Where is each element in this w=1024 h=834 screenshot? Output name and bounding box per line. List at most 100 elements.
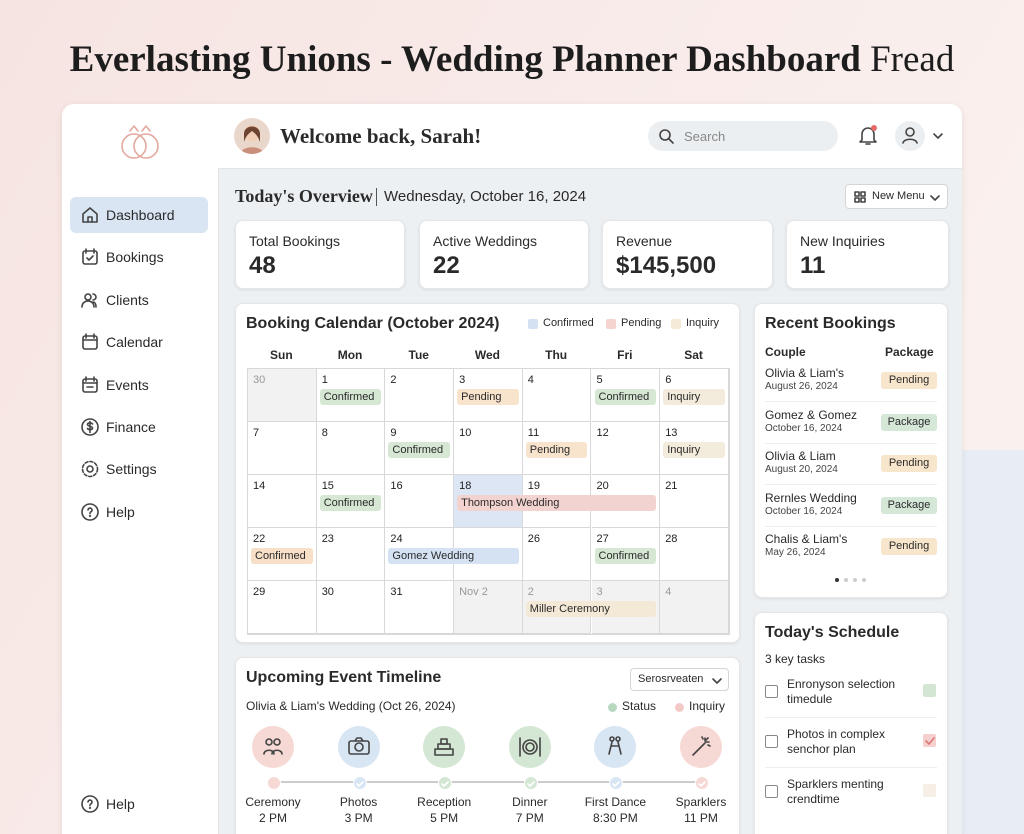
calendar-event[interactable]: Confirmed	[594, 548, 657, 564]
icon-part	[659, 129, 671, 141]
day-number: 2	[390, 374, 397, 386]
column-header: Package	[885, 345, 934, 359]
schedule-subtitle: 3 key tasks	[765, 652, 826, 666]
day-number: 31	[390, 586, 403, 598]
calendar-day[interactable]: 4	[522, 369, 592, 422]
nav-label: Dashboard	[106, 207, 175, 223]
calendar-day[interactable]: 7	[248, 422, 317, 475]
calendar-event[interactable]: Confirmed	[594, 389, 657, 405]
calendar-day[interactable]: 29	[248, 581, 317, 634]
icon-part	[121, 125, 159, 159]
filter-label: Serosrveaten	[638, 673, 704, 685]
icon-part	[273, 738, 281, 746]
nav-item[interactable]: Events	[70, 367, 208, 403]
pager-dot[interactable]	[835, 578, 839, 582]
legend-label: Confirmed	[543, 317, 594, 329]
day-number: 2	[527, 586, 534, 598]
calendar-event[interactable]: Confirmed	[319, 495, 382, 511]
icon-part	[526, 781, 535, 787]
task-checkbox[interactable]	[765, 735, 778, 748]
icon-part	[82, 375, 98, 393]
nav-item[interactable]: Calendar	[70, 324, 208, 360]
nav-item[interactable]: Bookings	[70, 239, 208, 275]
calendar-day[interactable]: 28	[660, 528, 729, 581]
calendar-day[interactable]: 8	[316, 422, 386, 475]
icon-part	[854, 197, 860, 203]
section-title: Recent Bookings	[765, 315, 896, 332]
pager-dot[interactable]	[844, 578, 848, 582]
column-header: Couple	[765, 345, 806, 359]
calendar-event[interactable]: Miller Ceremony	[525, 601, 657, 617]
calendar-day[interactable]: 2	[385, 369, 455, 422]
nav-item[interactable]: Clients	[70, 282, 208, 318]
nav-icon	[80, 247, 100, 272]
calendar-event[interactable]: Pending	[525, 442, 588, 458]
menu-chevron	[929, 191, 941, 209]
notification-bell[interactable]	[857, 124, 879, 151]
nav-item[interactable]: Help	[70, 786, 208, 822]
icon-part	[85, 248, 95, 262]
calendar-day[interactable]: 30	[316, 581, 386, 634]
menu-label: New Menu	[872, 190, 925, 202]
day-number: 27	[596, 533, 609, 545]
icon-part	[353, 742, 364, 752]
icon-part	[712, 678, 722, 684]
event-icon	[423, 726, 466, 768]
calendar-event[interactable]: Gomez Wedding	[388, 548, 519, 564]
calendar-day[interactable]: 12	[591, 422, 661, 475]
day-number: 3	[459, 374, 466, 386]
stat-label: Active Weddings	[433, 233, 538, 249]
icon-holder	[602, 734, 628, 765]
user-menu[interactable]	[894, 119, 954, 158]
calendar-day[interactable]: 14	[248, 475, 317, 528]
nav-item[interactable]: Finance	[70, 409, 208, 445]
stat-card: Revenue $145,500	[602, 220, 773, 289]
row-divider	[765, 484, 937, 485]
calendar-event[interactable]: Inquiry	[663, 389, 725, 405]
day-number: 9	[390, 427, 397, 439]
nav-item[interactable]: Settings	[70, 451, 208, 487]
nav-item[interactable]: Help	[70, 494, 208, 530]
icon-part	[81, 502, 99, 521]
task-text: Photos in complex senchor plan	[787, 727, 886, 756]
calendar-event[interactable]: Confirmed	[388, 442, 451, 458]
greeting: Welcome back, Sarah!	[280, 124, 482, 148]
page-title: Everlasting Unions - Wedding Planner Das…	[0, 38, 1024, 81]
timeline-node	[695, 776, 709, 790]
nav-item[interactable]: Dashboard	[70, 197, 208, 233]
calendar-event[interactable]: Thompson Wedding	[457, 495, 657, 511]
calendar-day[interactable]: 10	[454, 422, 523, 475]
event-icon	[252, 726, 294, 768]
icon-part	[81, 418, 99, 436]
icon-part	[434, 738, 454, 756]
nav-label: Help	[106, 796, 135, 812]
task-checkbox[interactable]	[765, 785, 778, 798]
calendar-event[interactable]: Confirmed	[319, 389, 382, 405]
pager-dot[interactable]	[853, 578, 857, 582]
icon-part	[82, 377, 98, 393]
calendar-event[interactable]: Pending	[457, 389, 519, 405]
day-number: 18	[459, 480, 472, 492]
icon-part	[81, 461, 99, 478]
app-frame: Dashboard Bookings Clients Calendar Events Fi…	[62, 104, 962, 834]
search-box[interactable]: Search	[648, 121, 838, 151]
timeline-filter[interactable]: Serosrveaten	[630, 668, 729, 691]
task-checkbox[interactable]	[765, 685, 778, 698]
icon-part	[933, 133, 943, 139]
calendar-day[interactable]: 23	[316, 528, 386, 581]
calendar-day[interactable]: 16	[385, 475, 455, 528]
overview-date: Wednesday, October 16, 2024	[384, 188, 587, 205]
new-menu-button[interactable]: New Menu	[845, 184, 948, 209]
calendar-day[interactable]: 4	[660, 581, 729, 634]
calendar-day[interactable]: Nov 2	[454, 581, 523, 634]
calendar-day[interactable]: 26	[522, 528, 592, 581]
pager-dot[interactable]	[862, 578, 866, 582]
calendar-event[interactable]: Confirmed	[251, 548, 313, 564]
calendar-day[interactable]: 31	[385, 581, 455, 634]
divider	[376, 188, 377, 206]
icon-part	[355, 781, 364, 787]
icon-part	[121, 133, 147, 159]
calendar-day[interactable]: 30	[248, 369, 317, 422]
calendar-day[interactable]: 21	[660, 475, 729, 528]
calendar-event[interactable]: Inquiry	[663, 442, 725, 458]
